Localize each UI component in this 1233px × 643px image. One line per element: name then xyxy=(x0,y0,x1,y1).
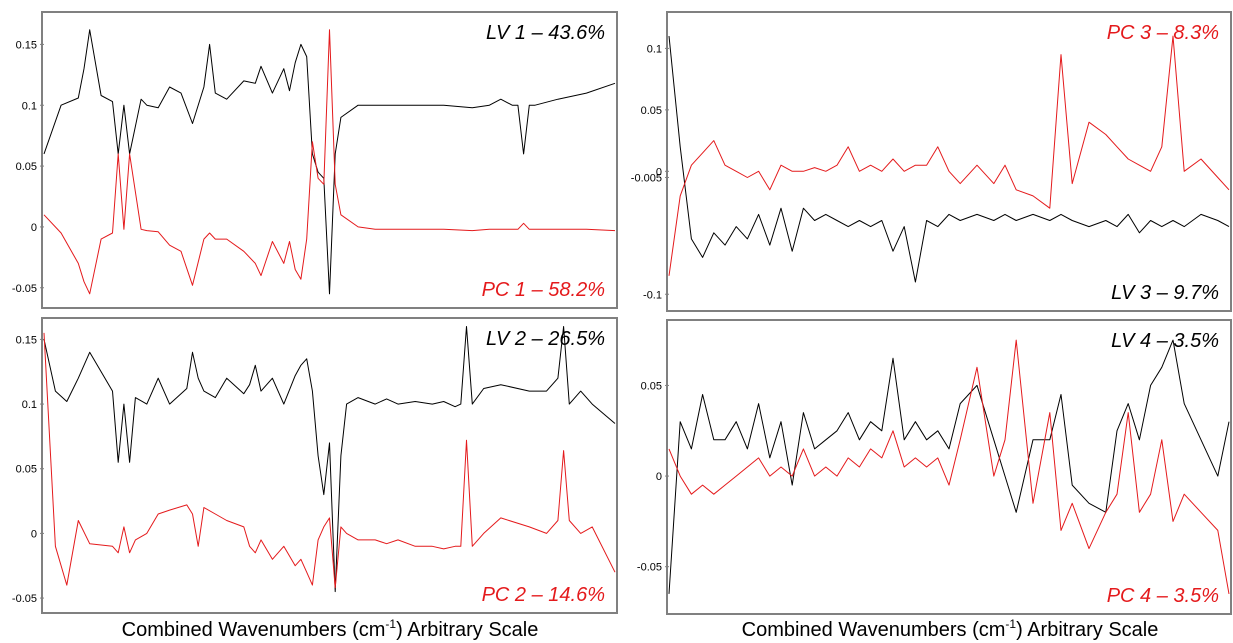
black-series-line xyxy=(43,326,616,593)
plot-area: -0.05 0 0.05 0.1 0.15 LV 1 – 43.6% PC 1 – 58.2… xyxy=(12,22,616,301)
y-tick-label: -0.05 xyxy=(12,593,37,605)
panel-top-left: -0.05 0 0.05 0.1 0.15 LV 1 – 43.6% PC 1 – 58.2… xyxy=(12,11,618,309)
panel-frame xyxy=(41,317,618,614)
black-series-line xyxy=(668,36,1230,283)
annotation-top: PC 3 – 8.3% xyxy=(1107,22,1219,44)
annotation-bottom: LV 3 – 9.7% xyxy=(1111,282,1219,304)
panel-frame xyxy=(666,11,1232,312)
y-tick-label: 0.05 xyxy=(641,105,662,117)
y-tick-label: 0.05 xyxy=(641,380,662,392)
annotation-bottom: PC 2 – 14.6% xyxy=(482,584,605,606)
plot-area: -0.05 0 0.05 LV 4 – 3.5% PC 4 – 3.5% xyxy=(637,330,1230,607)
x-axis-label-left: Combined Wavenumbers (cm-1) Arbitrary Sc… xyxy=(122,617,539,641)
y-tick-label: 0.1 xyxy=(22,399,37,411)
y-tick-label: 0.05 xyxy=(16,161,37,173)
annotation-bottom: PC 1 – 58.2% xyxy=(482,279,605,301)
red-series-line xyxy=(43,29,616,295)
y-tick-label: 0.05 xyxy=(16,464,37,476)
y-tick-label: 0 xyxy=(656,471,662,483)
red-series-line xyxy=(668,35,1230,276)
panel-bottom-left: -0.05 0 0.05 0.1 0.15 LV 2 – 26.5% PC 2 – 14.6… xyxy=(12,317,618,614)
annotation-top: LV 2 – 26.5% xyxy=(486,328,605,350)
y-tick-label: -0.05 xyxy=(12,283,37,295)
y-tick-label: 0.1 xyxy=(22,100,37,112)
panel-bottom-right: -0.05 0 0.05 LV 4 – 3.5% PC 4 – 3.5% xyxy=(637,319,1232,615)
y-tick-label: -0.005 xyxy=(631,172,662,184)
panel-frame xyxy=(41,11,618,309)
y-tick-label: 0 xyxy=(31,528,37,540)
red-series-line xyxy=(43,332,616,589)
y-tick-label: 0 xyxy=(656,166,662,178)
black-series-line xyxy=(668,339,1230,594)
y-tick-label: -0.05 xyxy=(637,562,662,574)
panel-frame xyxy=(666,319,1232,615)
plot-area: -0.05 0 0.05 0.1 0.15 LV 2 – 26.5% PC 2 – 14.6… xyxy=(12,326,616,606)
y-tick-label: 0 xyxy=(31,222,37,234)
y-tick-label: 0.15 xyxy=(16,39,37,51)
x-axis-label-right: Combined Wavenumbers (cm-1) Arbitrary Sc… xyxy=(742,617,1159,641)
annotation-top: LV 1 – 43.6% xyxy=(486,22,605,44)
y-tick-label: 0.1 xyxy=(647,43,662,55)
y-tick-label: 0.15 xyxy=(16,334,37,346)
annotation-bottom: PC 4 – 3.5% xyxy=(1107,585,1219,607)
y-tick-label: -0.1 xyxy=(643,289,662,301)
annotation-top: LV 4 – 3.5% xyxy=(1111,330,1219,352)
red-series-line xyxy=(668,339,1230,594)
